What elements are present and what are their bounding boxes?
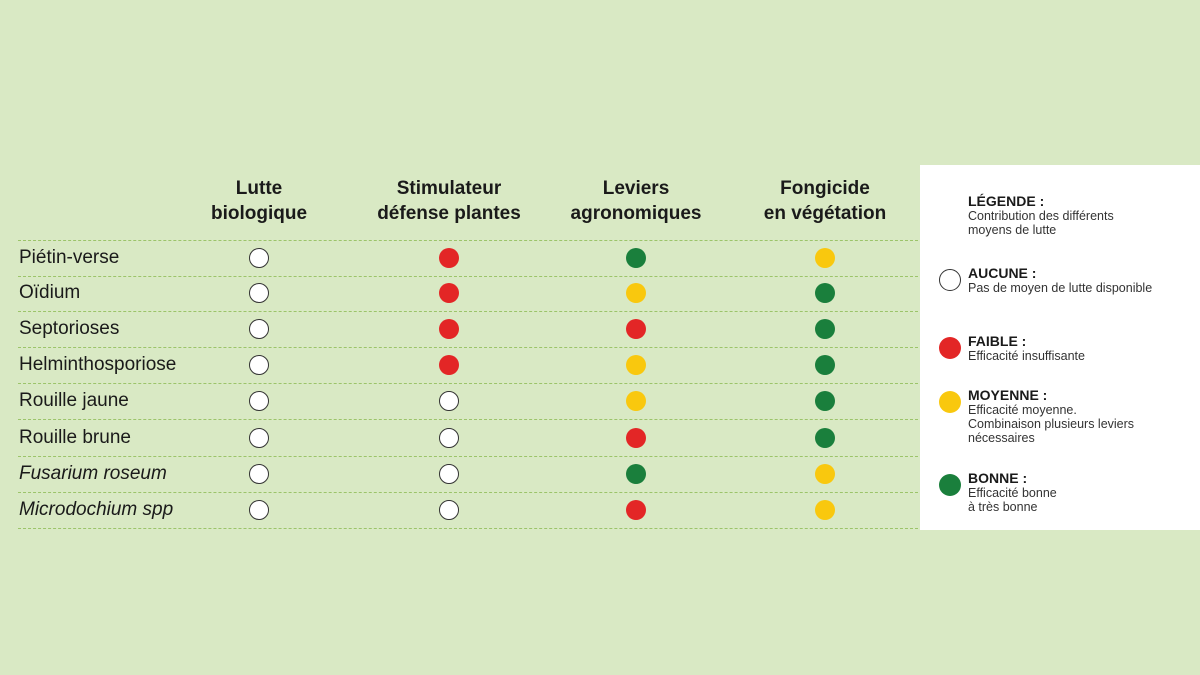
column-header-line-2: agronomiques xyxy=(570,203,702,224)
rating-dot-bonne xyxy=(626,464,646,484)
legend-item-description: Efficacité moyenne. xyxy=(968,403,1077,417)
row-separator xyxy=(18,383,918,384)
column-header-line-2: biologique xyxy=(210,203,308,224)
rating-dot-aucune xyxy=(439,428,459,448)
rating-dot-faible xyxy=(439,283,459,303)
legend-item-title: AUCUNE : xyxy=(968,265,1037,281)
rating-dot-moyenne xyxy=(626,391,646,411)
row-label: Oïdium xyxy=(19,282,81,303)
legend-header: LÉGENDE : Contribution des différents mo… xyxy=(968,193,1200,237)
rating-dot-bonne xyxy=(815,319,835,339)
rating-dot-aucune xyxy=(439,464,459,484)
legend-item-title: MOYENNE : xyxy=(968,387,1048,403)
legend-dot-faible xyxy=(939,337,961,359)
rating-dot-aucune xyxy=(249,283,269,303)
legend-item-bonne: BONNE : Efficacité bonne à très bonne xyxy=(968,470,1200,514)
rating-dot-faible xyxy=(626,428,646,448)
row-label: Helminthosporiose xyxy=(19,354,177,375)
rating-dot-faible xyxy=(439,248,459,268)
legend-item-title: BONNE : xyxy=(968,470,1028,486)
column-header-line-2: en végétation xyxy=(763,203,887,224)
row-separator xyxy=(18,347,918,348)
rating-dot-aucune xyxy=(439,391,459,411)
row-separator xyxy=(18,276,918,277)
row-label: Rouille brune xyxy=(19,427,131,448)
legend-item-faible: FAIBLE : Efficacité insuffisante xyxy=(968,333,1200,363)
row-separator xyxy=(18,492,918,493)
legend-item-title: FAIBLE : xyxy=(968,333,1027,349)
row-separator xyxy=(18,528,918,529)
column-header-line-1: Lutte xyxy=(235,178,283,199)
rating-dot-bonne xyxy=(815,391,835,411)
row-separator xyxy=(18,419,918,420)
column-header-4: Fongicide en végétation xyxy=(715,176,935,226)
rating-dot-faible xyxy=(626,319,646,339)
rating-dot-faible xyxy=(439,355,459,375)
legend-item-aucune: AUCUNE : Pas de moyen de lutte disponible xyxy=(968,265,1200,295)
legend-panel: LÉGENDE : Contribution des différents mo… xyxy=(920,165,1200,530)
rating-dot-bonne xyxy=(815,355,835,375)
legend-item-description: Efficacité insuffisante xyxy=(968,349,1085,363)
legend-dot-bonne xyxy=(939,474,961,496)
rating-dot-bonne xyxy=(815,428,835,448)
column-header-line-2: défense plantes xyxy=(377,203,521,224)
rating-dot-bonne xyxy=(626,248,646,268)
legend-item-description: Pas de moyen de lutte disponible xyxy=(968,281,1153,295)
legend-item-description: Combinaison plusieurs leviers xyxy=(968,417,1135,431)
rating-dot-aucune xyxy=(439,500,459,520)
rating-dot-faible xyxy=(626,500,646,520)
rating-dot-aucune xyxy=(249,248,269,268)
row-label: Piétin-verse xyxy=(19,247,120,268)
rating-dot-moyenne xyxy=(815,464,835,484)
efficacy-matrix: Lutte biologique Stimulateur défense plante… xyxy=(0,165,920,545)
legend-dot-moyenne xyxy=(939,391,961,413)
rating-dot-moyenne xyxy=(626,355,646,375)
row-label: Septorioses xyxy=(19,318,120,339)
column-header-line-1: Stimulateur xyxy=(396,178,502,199)
rating-dot-moyenne xyxy=(815,248,835,268)
rating-dot-faible xyxy=(439,319,459,339)
rating-dot-aucune xyxy=(249,391,269,411)
rating-dot-aucune xyxy=(249,428,269,448)
column-header-line-1: Leviers xyxy=(602,178,670,199)
legend-subtitle-line-2: moyens de lutte xyxy=(968,223,1057,237)
column-header-1: Lutte biologique xyxy=(149,176,369,226)
row-label: Rouille jaune xyxy=(19,390,129,411)
legend-item-description: à très bonne xyxy=(968,500,1038,514)
rating-dot-aucune xyxy=(249,500,269,520)
row-separator xyxy=(18,240,918,241)
legend-item-description: Efficacité bonne xyxy=(968,486,1057,500)
row-label: Fusarium roseum xyxy=(19,463,167,484)
rating-dot-moyenne xyxy=(815,500,835,520)
column-header-line-1: Fongicide xyxy=(780,178,870,199)
legend-item-description: nécessaires xyxy=(968,431,1035,445)
column-header-2: Stimulateur défense plantes xyxy=(339,176,559,226)
legend-title: LÉGENDE : xyxy=(968,193,1045,209)
rating-dot-aucune xyxy=(249,319,269,339)
column-header-3: Leviers agronomiques xyxy=(526,176,746,226)
row-label: Microdochium spp xyxy=(19,499,174,520)
row-separator xyxy=(18,311,918,312)
legend-dot-aucune xyxy=(939,269,961,291)
legend-item-moyenne: MOYENNE : Efficacité moyenne. Combinaison … xyxy=(968,387,1200,445)
rating-dot-aucune xyxy=(249,355,269,375)
rating-dot-aucune xyxy=(249,464,269,484)
legend-subtitle-line-1: Contribution des différents xyxy=(968,209,1114,223)
rating-dot-bonne xyxy=(815,283,835,303)
rating-dot-moyenne xyxy=(626,283,646,303)
row-separator xyxy=(18,456,918,457)
